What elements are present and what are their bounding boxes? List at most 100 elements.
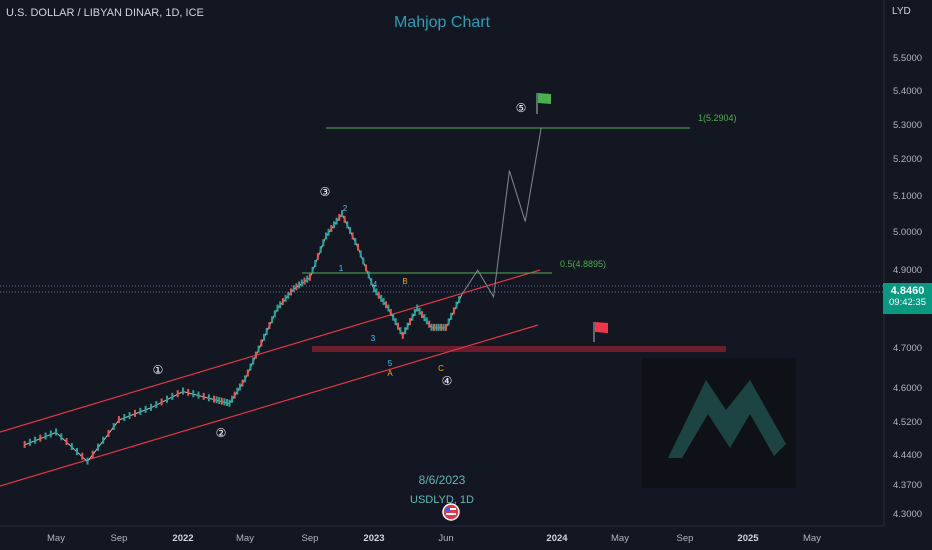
- candle: [452, 307, 455, 315]
- candle: [351, 232, 354, 240]
- x-tick: 2024: [546, 533, 568, 544]
- candle: [215, 396, 218, 404]
- candle: [335, 217, 338, 225]
- red-flag-icon: [593, 322, 608, 342]
- candle: [392, 313, 395, 321]
- candle: [123, 414, 126, 421]
- y-tick: 5.4000: [893, 86, 922, 97]
- candle: [333, 221, 335, 229]
- candle: [377, 291, 380, 299]
- candle: [102, 436, 105, 444]
- candle: [265, 327, 268, 335]
- wave-label-4: ④: [442, 374, 453, 388]
- candle: [233, 391, 236, 399]
- candle: [418, 307, 421, 315]
- candle: [404, 327, 407, 335]
- x-tick: May: [611, 533, 629, 544]
- candle: [380, 294, 383, 302]
- candle: [207, 394, 210, 402]
- candle: [440, 323, 443, 331]
- y-tick: 5.5000: [893, 53, 922, 64]
- candle: [421, 311, 423, 318]
- candle: [202, 392, 205, 400]
- y-tick: 4.5200: [893, 417, 922, 428]
- candle: [218, 397, 221, 404]
- y-tick: 5.1000: [893, 191, 922, 202]
- corrective-label-c: C: [438, 364, 444, 373]
- y-tick: 4.3700: [893, 480, 922, 491]
- candle: [44, 432, 47, 440]
- candle: [359, 250, 362, 258]
- candle: [428, 320, 431, 328]
- last-price-value: 4.8460: [890, 285, 925, 297]
- candle: [382, 298, 385, 306]
- footer-symbol: USDLYD, 1D: [410, 494, 474, 506]
- candle: [343, 215, 346, 223]
- subwave-label-3: 3: [371, 334, 376, 343]
- green-flag-icon: [536, 93, 551, 114]
- candle: [220, 397, 223, 405]
- fib-level-1-label: 1(5.2904): [698, 113, 737, 123]
- candle: [325, 232, 327, 240]
- candles: [23, 210, 461, 465]
- candle: [271, 316, 274, 324]
- candle: [70, 443, 73, 450]
- candle: [346, 221, 349, 229]
- candle: [241, 379, 244, 387]
- candle: [252, 357, 255, 365]
- candle: [303, 277, 306, 285]
- mahjop-logo-watermark: [642, 358, 796, 488]
- candle: [401, 331, 404, 339]
- candle: [76, 447, 78, 455]
- candle: [327, 228, 330, 236]
- candle: [91, 450, 94, 458]
- candle: [155, 401, 158, 409]
- x-tick: 2023: [363, 533, 384, 544]
- candle: [458, 296, 461, 304]
- candle: [357, 243, 359, 251]
- candle: [435, 323, 438, 331]
- candle: [375, 288, 378, 296]
- candle: [39, 434, 42, 442]
- x-tick: Jun: [438, 533, 453, 544]
- candle: [23, 440, 26, 448]
- candle: [287, 291, 290, 299]
- candle: [228, 399, 231, 407]
- corrective-label-a: A: [387, 369, 393, 378]
- candle: [308, 273, 311, 281]
- candle: [425, 317, 428, 325]
- candle: [314, 260, 317, 267]
- y-tick: 5.0000: [893, 227, 922, 238]
- candle: [455, 301, 458, 309]
- candle: [367, 271, 370, 279]
- candle: [306, 275, 309, 283]
- x-tick: Sep: [677, 533, 694, 544]
- bar-countdown: 09:42:35: [889, 297, 926, 308]
- candle: [370, 278, 373, 286]
- candle: [373, 285, 375, 293]
- candle: [226, 399, 228, 406]
- candle: [182, 387, 184, 395]
- x-tick: 2025: [737, 533, 759, 544]
- us-flag-icon: [442, 503, 460, 521]
- x-tick: May: [47, 533, 65, 544]
- chart-title: Mahjop Chart: [393, 14, 491, 31]
- candle: [411, 313, 414, 321]
- candle: [416, 304, 419, 312]
- candle: [150, 403, 152, 411]
- candle: [295, 283, 298, 291]
- candle: [284, 294, 287, 302]
- candle: [394, 318, 397, 326]
- candle: [354, 238, 357, 245]
- candle: [450, 312, 453, 320]
- candle: [292, 285, 295, 293]
- x-tick: May: [803, 533, 821, 544]
- candle: [236, 387, 239, 395]
- currency-label: LYD: [892, 6, 911, 17]
- candle: [362, 257, 365, 265]
- candle: [433, 323, 435, 331]
- candle: [298, 281, 301, 289]
- support-zone: [312, 346, 726, 352]
- candle: [160, 398, 163, 406]
